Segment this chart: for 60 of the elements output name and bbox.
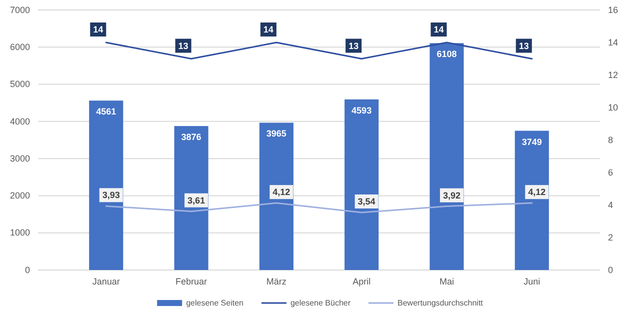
label-box: 3,93 <box>99 188 123 202</box>
x-tick-label: Mai <box>439 276 454 286</box>
bar <box>174 126 208 270</box>
y2-tick-label: 10 <box>608 102 618 112</box>
y2-tick-label: 8 <box>608 134 614 145</box>
data-label: 14 <box>263 24 274 34</box>
y2-tick-label: 16 <box>608 4 618 15</box>
data-label: 4,12 <box>528 187 546 198</box>
y-tick-label: 2000 <box>10 190 30 201</box>
data-label: 13 <box>348 40 359 51</box>
data-label: 4,12 <box>272 187 290 198</box>
data-label: 3,54 <box>358 196 376 206</box>
x-tick-label: Juni <box>524 276 540 286</box>
label-box: 13 <box>516 38 532 53</box>
y-tick-label: 1000 <box>10 228 30 238</box>
legend-label: Bewertungsdurchschnitt <box>398 298 484 308</box>
data-label: 4561 <box>96 106 116 117</box>
label-box: 13 <box>175 38 192 53</box>
y2-tick-label: 6 <box>608 167 614 178</box>
y-tick-label: 3000 <box>10 153 30 164</box>
data-label: 6108 <box>436 49 457 60</box>
y-tick-label: 6000 <box>10 42 30 52</box>
data-label: 3,61 <box>188 195 206 206</box>
data-label: 3749 <box>522 136 542 147</box>
bar <box>89 100 124 270</box>
label-box: 14 <box>430 22 447 36</box>
bar <box>259 122 294 270</box>
y-tick-label: 5000 <box>10 79 30 90</box>
data-label: 14 <box>434 24 444 34</box>
data-label: 3,92 <box>442 190 460 200</box>
x-tick-label: Januar <box>92 276 120 286</box>
y2-tick-label: 4 <box>608 200 614 210</box>
data-label: 13 <box>518 40 529 51</box>
y2-tick-label: 14 <box>608 37 618 48</box>
y2-tick-label: 2 <box>608 232 614 242</box>
data-label: 13 <box>178 40 188 51</box>
data-label: 3,93 <box>102 190 120 200</box>
label-box: 3,61 <box>184 193 208 208</box>
x-tick-label: März <box>266 276 287 286</box>
bar <box>430 43 464 270</box>
bar <box>514 130 549 270</box>
label-box: 4,12 <box>270 185 294 200</box>
legend-label: gelesene Bücher <box>290 298 351 308</box>
label-box: 14 <box>90 22 106 36</box>
y2-tick-label: 0 <box>608 264 614 275</box>
legend-label: gelesene Seiten <box>186 298 244 308</box>
y-tick-label: 7000 <box>10 4 30 15</box>
data-label: 14 <box>93 24 104 34</box>
y-tick-label: 0 <box>24 264 30 275</box>
y-tick-label: 4000 <box>10 116 30 126</box>
y2-tick-label: 12 <box>608 70 618 80</box>
data-label: 3876 <box>181 132 202 142</box>
label-box: 13 <box>346 38 362 53</box>
label-box: 4,12 <box>525 185 549 200</box>
data-label: 4593 <box>352 105 372 116</box>
label-box: 14 <box>260 22 276 36</box>
x-tick-label: Februar <box>176 276 208 286</box>
bar <box>344 99 379 270</box>
data-label: 3965 <box>266 128 286 139</box>
x-tick-label: April <box>352 276 371 286</box>
